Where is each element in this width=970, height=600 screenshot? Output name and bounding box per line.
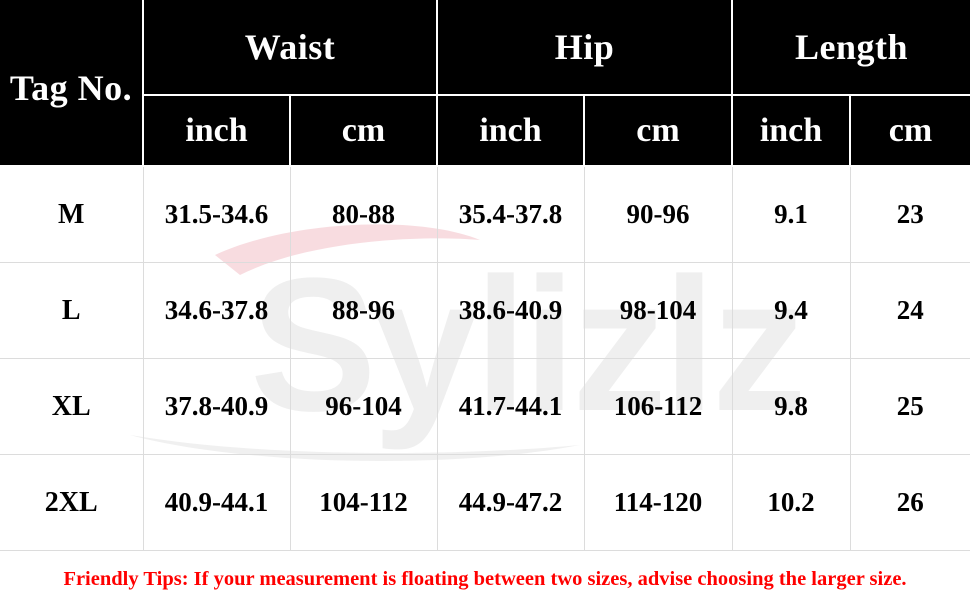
length-inch-cell: 10.2 [731, 454, 851, 551]
waist-cm-cell: 104-112 [289, 454, 438, 551]
hip-header: Hip [436, 0, 734, 96]
table-row: L 34.6-37.8 88-96 38.6-40.9 98-104 9.4 2… [0, 262, 970, 359]
length-cm-cell: 26 [849, 454, 970, 551]
table-row: M 31.5-34.6 80-88 35.4-37.8 90-96 9.1 23 [0, 165, 970, 263]
waist-cm-cell: 80-88 [289, 165, 438, 263]
length-cm-header: cm [849, 94, 970, 167]
size-label: XL [0, 358, 144, 455]
hip-cm-cell: 98-104 [583, 262, 733, 359]
friendly-tips: Friendly Tips: If your measurement is fl… [63, 568, 907, 590]
hip-cm-cell: 90-96 [583, 165, 733, 263]
length-cm-cell: 25 [849, 358, 970, 455]
waist-cm-cell: 96-104 [289, 358, 438, 455]
waist-inch-cell: 31.5-34.6 [142, 165, 291, 263]
size-label: M [0, 165, 144, 263]
waist-inch-header: inch [142, 94, 291, 167]
hip-cm-cell: 106-112 [583, 358, 733, 455]
length-inch-header: inch [731, 94, 852, 167]
header-group-row: Tag No. Waist Hip Length [0, 0, 970, 167]
waist-inch-cell: 37.8-40.9 [142, 358, 291, 455]
length-inch-cell: 9.4 [731, 262, 851, 359]
length-inch-cell: 9.8 [731, 358, 851, 455]
hip-inch-cell: 41.7-44.1 [436, 358, 585, 455]
hip-cm-header: cm [583, 94, 734, 167]
waist-cm-header: cm [288, 94, 439, 167]
hip-cm-cell: 114-120 [583, 454, 733, 551]
hip-inch-cell: 44.9-47.2 [436, 454, 585, 551]
tag-no-header: Tag No. [0, 0, 144, 167]
waist-header: Waist [141, 0, 439, 96]
table-row: XL 37.8-40.9 96-104 41.7-44.1 106-112 9.… [0, 358, 970, 455]
length-cm-cell: 23 [849, 165, 970, 263]
length-inch-cell: 9.1 [731, 165, 851, 263]
length-header: Length [731, 0, 970, 96]
table-row: 2XL 40.9-44.1 104-112 44.9-47.2 114-120 … [0, 454, 970, 551]
size-label: L [0, 262, 144, 359]
waist-cm-cell: 88-96 [289, 262, 438, 359]
waist-inch-cell: 40.9-44.1 [142, 454, 291, 551]
hip-inch-cell: 38.6-40.9 [436, 262, 585, 359]
hip-inch-cell: 35.4-37.8 [436, 165, 585, 263]
length-cm-cell: 24 [849, 262, 970, 359]
size-table: Tag No. Waist Hip Length inch cm inch cm… [0, 0, 970, 551]
size-label: 2XL [0, 454, 144, 551]
header-unit-row: inch cm inch cm inch cm [0, 94, 970, 167]
hip-inch-header: inch [436, 94, 586, 167]
waist-inch-cell: 34.6-37.8 [142, 262, 291, 359]
